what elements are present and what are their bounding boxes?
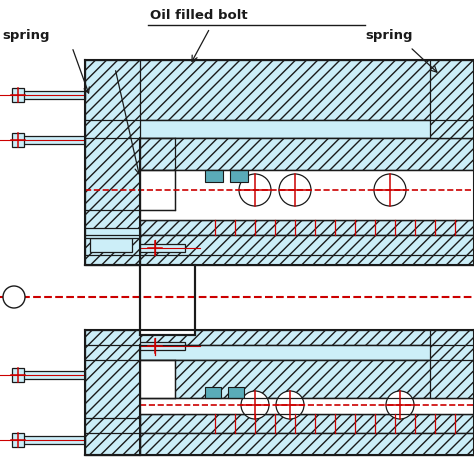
Bar	[85, 120, 474, 138]
Bar	[85, 345, 474, 360]
Bar	[140, 398, 474, 414]
Bar	[12, 133, 24, 147]
Bar	[140, 265, 195, 335]
Bar	[85, 330, 140, 455]
Circle shape	[374, 174, 406, 206]
Text: spring: spring	[2, 29, 49, 42]
Text: Oil filled bolt: Oil filled bolt	[150, 9, 247, 22]
Circle shape	[276, 391, 304, 419]
Bar	[205, 387, 221, 398]
Bar	[230, 170, 248, 182]
Bar	[140, 414, 474, 433]
Bar	[140, 433, 474, 455]
Bar	[85, 360, 474, 418]
Bar	[85, 60, 474, 120]
Bar	[90, 238, 132, 252]
Bar	[140, 244, 185, 252]
Bar	[20, 136, 85, 144]
Bar	[20, 91, 85, 99]
Circle shape	[241, 391, 269, 419]
Bar	[140, 360, 474, 398]
Bar	[12, 368, 24, 382]
Circle shape	[239, 174, 271, 206]
Bar	[205, 170, 223, 182]
Bar	[12, 433, 24, 447]
Text: spring: spring	[365, 29, 412, 42]
Circle shape	[386, 391, 414, 419]
Bar	[85, 138, 474, 210]
Bar	[140, 170, 474, 220]
Bar	[140, 138, 474, 170]
Bar	[20, 371, 85, 379]
Bar	[140, 170, 175, 210]
Bar	[430, 60, 474, 138]
Bar	[85, 330, 474, 345]
Bar	[140, 360, 175, 398]
Bar	[430, 330, 474, 398]
Bar	[85, 60, 140, 265]
Circle shape	[279, 174, 311, 206]
Circle shape	[3, 286, 25, 308]
Bar	[140, 342, 185, 350]
Bar	[228, 387, 244, 398]
Bar	[140, 235, 474, 265]
Bar	[85, 228, 140, 238]
Bar	[140, 220, 474, 235]
Bar	[12, 88, 24, 102]
Bar	[20, 436, 85, 444]
